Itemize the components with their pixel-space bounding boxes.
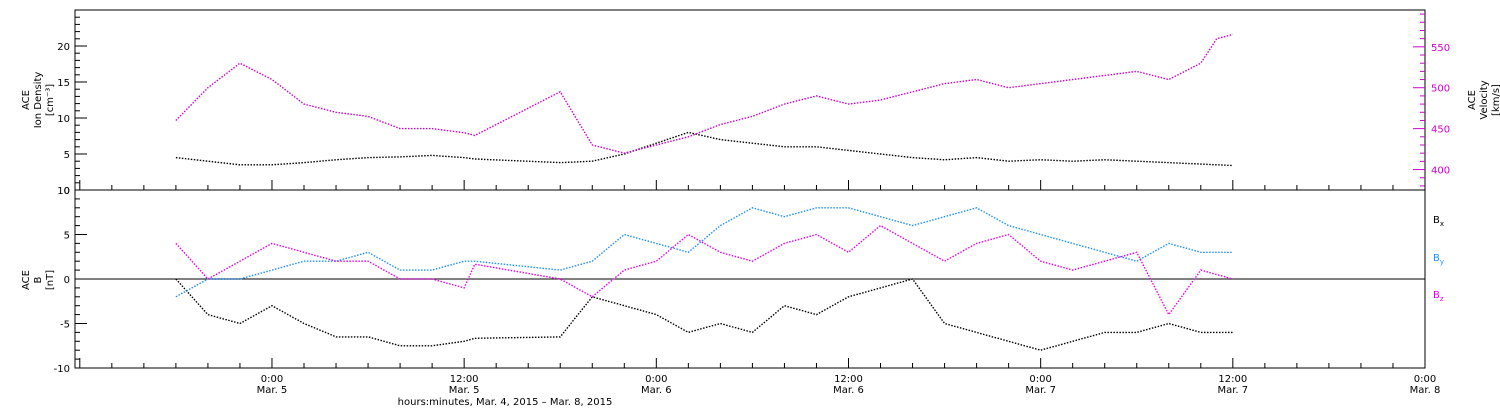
plasma-panel-frame <box>74 9 1426 191</box>
plasma-left-ylabel-line2: Ion Density <box>33 72 44 129</box>
plasma-left-ylabel-line1: ACE <box>21 90 32 110</box>
x-tick-time: 12:00 <box>450 374 479 385</box>
velocity-trace <box>175 33 1233 154</box>
x-tick-date: Mar. 7 <box>1217 385 1248 396</box>
field-left-ylabel: ACE B [nT] <box>21 270 56 290</box>
left-ytick-label: 10 <box>57 114 70 125</box>
plasma-right-ylabel-line2: Velocity <box>1479 80 1490 119</box>
left-ytick-label: 20 <box>57 42 70 53</box>
plasma-ticks: 0 5 10 15 20 400 450 500 550 <box>57 13 1450 197</box>
right-ytick-label: 450 <box>1431 125 1450 136</box>
plasma-right-ylabel-line3: [km/s] <box>1491 84 1500 116</box>
legend: Bx By Bz <box>1433 215 1444 303</box>
x-tick-date: Mar. 8 <box>1410 385 1441 396</box>
by-trace <box>175 207 1233 298</box>
field-ytick-label: 5 <box>64 231 70 242</box>
legend-by: By <box>1433 253 1444 266</box>
x-tick-date: Mar. 7 <box>1025 385 1056 396</box>
x-tick-date: Mar. 5 <box>449 385 480 396</box>
x-tick-date: Mar. 5 <box>257 385 288 396</box>
x-tick-time: 12:00 <box>834 374 863 385</box>
field-ticks: -10 -5 0 5 10 <box>54 186 87 375</box>
legend-bz: Bz <box>1433 290 1444 303</box>
x-axis-title: hours:minutes, Mar. 4, 2015 – Mar. 8, 20… <box>398 397 613 408</box>
field-ytick-label: -5 <box>60 320 70 331</box>
legend-by-sub: y <box>1440 258 1444 266</box>
bz-trace <box>175 224 1233 316</box>
x-tick-time: 12:00 <box>1218 374 1247 385</box>
field-left-ylabel-line2: B <box>33 276 44 283</box>
x-tick-date: Mar. 6 <box>641 385 672 396</box>
field-ytick-label: 0 <box>64 275 70 286</box>
field-left-ylabel-line3: [nT] <box>45 270 56 290</box>
legend-bx-label: B <box>1433 215 1440 226</box>
x-tick-time: 0:00 <box>261 374 283 385</box>
legend-bx: Bx <box>1433 215 1444 228</box>
density-trace <box>175 131 1233 167</box>
plasma-left-ylabel: ACE Ion Density [cm⁻³] <box>21 72 56 129</box>
field-left-ylabel-line1: ACE <box>21 270 32 290</box>
x-tick-date: Mar. 6 <box>833 385 864 396</box>
field-data <box>175 207 1233 351</box>
legend-bx-sub: x <box>1440 220 1444 228</box>
left-ytick-label: 15 <box>57 78 70 89</box>
left-ytick-label: 5 <box>64 150 70 161</box>
x-tick-time: 0:00 <box>1414 374 1436 385</box>
plasma-data <box>175 33 1233 167</box>
legend-bz-sub: z <box>1440 295 1444 303</box>
x-tick-time: 0:00 <box>645 374 667 385</box>
right-ytick-label: 400 <box>1431 166 1450 177</box>
field-ytick-label: -10 <box>54 364 70 375</box>
legend-bz-label: B <box>1433 290 1440 301</box>
right-ytick-label: 500 <box>1431 84 1450 95</box>
left-ytick-label: 0 <box>64 186 70 197</box>
field-ytick-label: 10 <box>57 186 70 197</box>
x-tick-time: 0:00 <box>1029 374 1051 385</box>
right-ytick-label: 550 <box>1431 43 1450 54</box>
plasma-right-ylabel-line1: ACE <box>1467 90 1478 110</box>
plasma-right-ylabel: ACE Velocity [km/s] <box>1467 80 1500 119</box>
legend-by-label: B <box>1433 253 1440 264</box>
bx-trace <box>175 278 1233 351</box>
plasma-left-ylabel-line3: [cm⁻³] <box>45 84 56 116</box>
